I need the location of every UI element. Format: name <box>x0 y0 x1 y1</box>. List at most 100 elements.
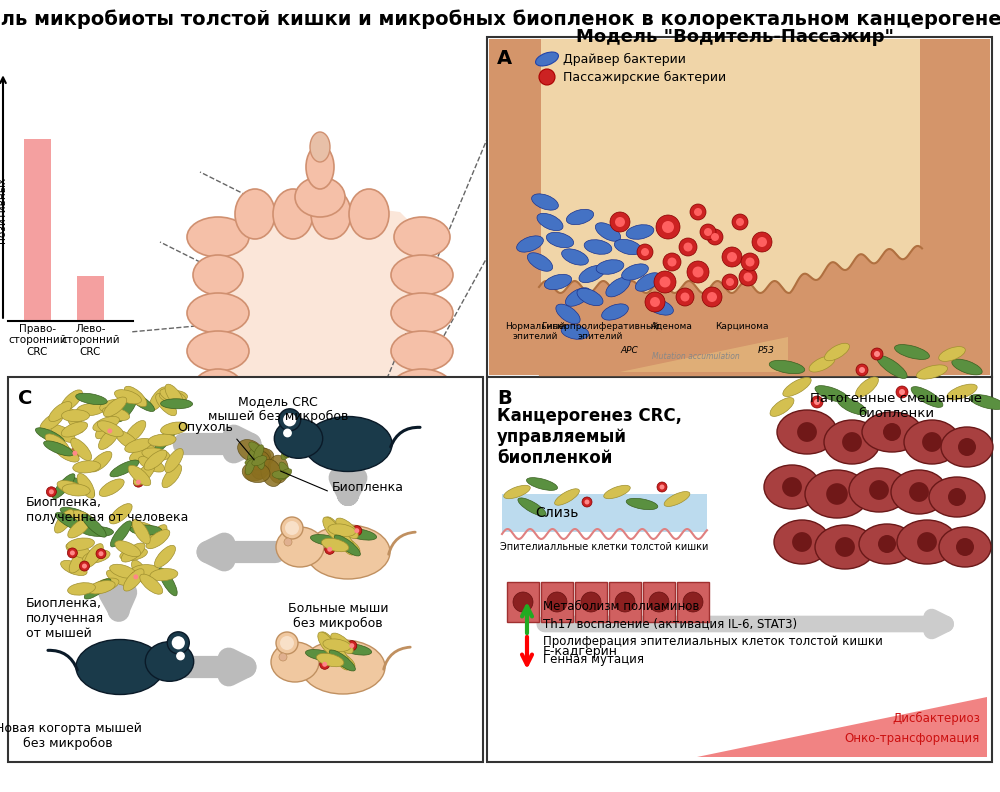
Ellipse shape <box>306 145 334 189</box>
Ellipse shape <box>566 209 594 225</box>
Ellipse shape <box>825 343 849 360</box>
Ellipse shape <box>577 288 603 306</box>
Ellipse shape <box>939 527 991 567</box>
Ellipse shape <box>897 520 957 564</box>
Circle shape <box>746 257 755 266</box>
Ellipse shape <box>52 474 75 499</box>
FancyArrowPatch shape <box>384 647 410 669</box>
Circle shape <box>327 546 332 552</box>
Circle shape <box>679 238 697 256</box>
Ellipse shape <box>55 512 84 531</box>
Ellipse shape <box>254 445 264 459</box>
Circle shape <box>684 242 692 252</box>
Circle shape <box>782 477 802 497</box>
Ellipse shape <box>110 460 139 477</box>
Ellipse shape <box>61 390 82 411</box>
Ellipse shape <box>69 549 88 573</box>
Ellipse shape <box>635 272 661 291</box>
Ellipse shape <box>187 331 249 371</box>
Circle shape <box>856 364 868 376</box>
Ellipse shape <box>805 470 869 518</box>
Circle shape <box>354 528 359 533</box>
Circle shape <box>662 221 674 233</box>
Ellipse shape <box>970 394 1000 409</box>
Circle shape <box>136 480 141 485</box>
Ellipse shape <box>193 407 243 447</box>
Ellipse shape <box>165 448 183 473</box>
Ellipse shape <box>160 389 186 404</box>
Circle shape <box>82 564 87 569</box>
Ellipse shape <box>770 398 794 417</box>
Ellipse shape <box>271 642 319 682</box>
Ellipse shape <box>73 461 101 473</box>
Ellipse shape <box>252 455 267 466</box>
Ellipse shape <box>311 189 351 239</box>
Text: Дисбактериоз: Дисбактериоз <box>892 712 980 725</box>
Ellipse shape <box>44 441 74 456</box>
Ellipse shape <box>783 378 811 397</box>
Ellipse shape <box>89 451 112 472</box>
Ellipse shape <box>584 240 612 254</box>
Text: Новая когорта мышей
без микробов: Новая когорта мышей без микробов <box>0 722 141 750</box>
Ellipse shape <box>527 253 553 272</box>
Ellipse shape <box>54 444 79 462</box>
Ellipse shape <box>877 356 907 379</box>
Ellipse shape <box>248 448 256 464</box>
Circle shape <box>660 485 664 489</box>
Ellipse shape <box>102 407 130 421</box>
Circle shape <box>70 550 75 555</box>
Ellipse shape <box>238 440 264 462</box>
Circle shape <box>896 386 908 398</box>
Ellipse shape <box>71 510 96 527</box>
Ellipse shape <box>162 464 182 488</box>
Ellipse shape <box>66 543 92 558</box>
Circle shape <box>958 438 976 456</box>
Ellipse shape <box>104 397 127 417</box>
Ellipse shape <box>279 462 290 477</box>
Ellipse shape <box>904 420 960 464</box>
Ellipse shape <box>62 484 90 496</box>
Ellipse shape <box>235 189 275 239</box>
Ellipse shape <box>245 459 271 481</box>
Text: Карцинома: Карцинома <box>715 322 769 331</box>
Ellipse shape <box>96 417 116 439</box>
Circle shape <box>637 244 653 260</box>
Ellipse shape <box>349 189 389 239</box>
Ellipse shape <box>256 454 265 470</box>
Text: APC: APC <box>620 346 638 355</box>
Circle shape <box>704 228 712 236</box>
Circle shape <box>707 229 723 245</box>
Circle shape <box>835 537 855 557</box>
Text: Больные мыши
без микробов: Больные мыши без микробов <box>288 602 388 630</box>
Ellipse shape <box>130 446 155 462</box>
Ellipse shape <box>310 132 330 162</box>
Ellipse shape <box>54 509 74 533</box>
Circle shape <box>347 641 357 651</box>
Ellipse shape <box>367 446 407 498</box>
Circle shape <box>280 636 294 650</box>
Text: Модель CRC
мышей без микробов: Модель CRC мышей без микробов <box>208 395 348 423</box>
Ellipse shape <box>537 213 563 230</box>
Circle shape <box>739 268 757 286</box>
Ellipse shape <box>57 481 84 495</box>
FancyArrowPatch shape <box>391 428 420 447</box>
Circle shape <box>46 487 56 497</box>
Text: Канцерогенез CRC,
управляемый
биопленкой: Канцерогенез CRC, управляемый биопленкой <box>497 407 682 466</box>
Bar <box>677 582 709 622</box>
Circle shape <box>654 271 676 293</box>
Circle shape <box>79 561 89 571</box>
Circle shape <box>700 224 716 240</box>
Circle shape <box>744 272 753 281</box>
Ellipse shape <box>147 524 167 548</box>
Ellipse shape <box>536 52 558 66</box>
Circle shape <box>584 500 590 505</box>
Ellipse shape <box>40 412 64 431</box>
Ellipse shape <box>253 446 293 498</box>
Circle shape <box>283 413 296 426</box>
Ellipse shape <box>99 427 119 450</box>
Ellipse shape <box>391 369 453 409</box>
Ellipse shape <box>323 639 351 652</box>
Bar <box>24 139 51 321</box>
Ellipse shape <box>504 485 530 499</box>
Circle shape <box>859 367 865 373</box>
